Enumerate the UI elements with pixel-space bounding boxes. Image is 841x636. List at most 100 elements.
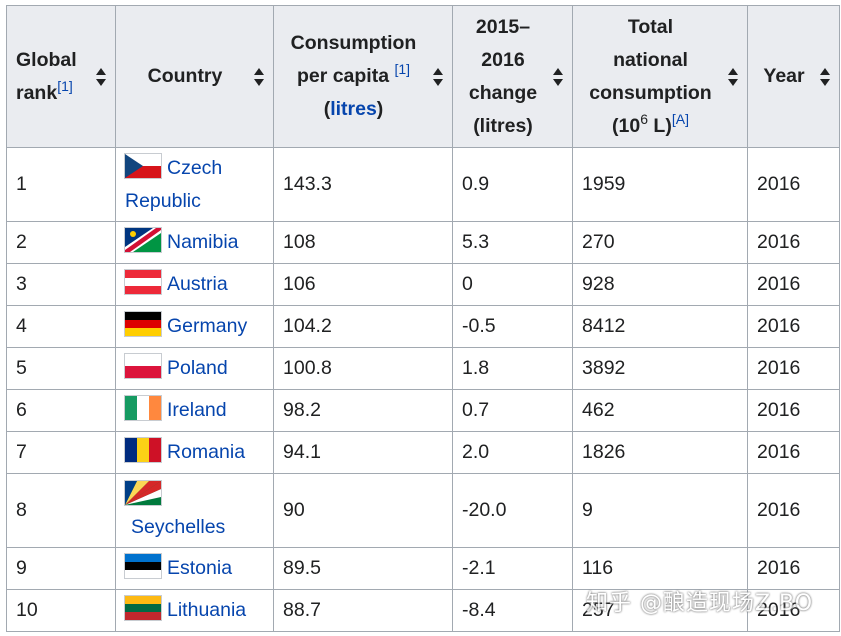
rank-cell: 3: [6, 263, 116, 306]
country-link[interactable]: Germany: [167, 315, 248, 337]
header-row: Global rank[1] Country Consumption per c…: [6, 5, 840, 148]
country-cell: Austria: [115, 263, 274, 306]
rank-cell: 8: [6, 473, 116, 548]
country-link[interactable]: Romania: [167, 441, 246, 463]
country-cell: Czech Republic: [115, 147, 274, 222]
year-cell: 2016: [747, 221, 840, 264]
litres-link[interactable]: litres: [330, 98, 377, 120]
header-country-label: Country: [147, 65, 223, 87]
total-cell: 3892: [572, 347, 748, 390]
total-cell: 270: [572, 221, 748, 264]
total-cell: 116: [572, 547, 748, 590]
country-cell: Lithuania: [115, 589, 274, 632]
header-total-unit-prefix: (10: [612, 114, 641, 137]
country-link[interactable]: Austria: [167, 273, 228, 295]
table-row: 2 Namibia 108 5.3 270 2016: [6, 221, 840, 264]
header-total-unit-suffix: L): [648, 114, 672, 137]
header-change[interactable]: 2015– 2016 change (litres): [452, 5, 573, 148]
rank-cell: 2: [6, 221, 116, 264]
change-cell: 0: [452, 263, 573, 306]
per-capita-cell: 106: [273, 263, 453, 306]
change-cell: -2.1: [452, 547, 573, 590]
year-cell: 2016: [747, 305, 840, 348]
year-cell: 2016: [747, 431, 840, 474]
header-year-label: Year: [763, 65, 805, 87]
rank-cell: 1: [6, 147, 116, 222]
country-link[interactable]: Ireland: [167, 399, 227, 421]
sort-icon[interactable]: [433, 67, 443, 86]
total-cell: 8412: [572, 305, 748, 348]
total-cell: 928: [572, 263, 748, 306]
change-cell: 5.3: [452, 221, 573, 264]
seychelles-flag-icon: [125, 480, 161, 505]
header-consumption-per-capita[interactable]: Consumption per capita [1] (litres): [273, 5, 453, 148]
country-cell: Ireland: [115, 389, 274, 432]
change-cell: -8.4: [452, 589, 573, 632]
per-capita-reference-link[interactable]: [1]: [394, 61, 411, 77]
change-cell: 1.8: [452, 347, 573, 390]
rank-reference-link[interactable]: [1]: [57, 77, 73, 94]
watermark: 知乎 @酿造现场Z.BO: [586, 591, 814, 616]
change-cell: 0.7: [452, 389, 573, 432]
country-cell: Germany: [115, 305, 274, 348]
header-total-line2: national: [613, 48, 688, 71]
per-capita-cell: 90: [273, 473, 453, 548]
country-cell: Estonia: [115, 547, 274, 590]
header-total-exponent: 6: [640, 110, 649, 127]
country-link[interactable]: Lithuania: [167, 599, 247, 621]
table-row: 1 Czech Republic 143.3 0.9 1959 2016: [6, 147, 840, 222]
sort-icon[interactable]: [96, 67, 106, 86]
year-cell: 2016: [747, 473, 840, 548]
per-capita-cell: 100.8: [273, 347, 453, 390]
header-total-line1: Total: [627, 15, 674, 38]
per-capita-cell: 143.3: [273, 147, 453, 222]
change-cell: 2.0: [452, 431, 573, 474]
header-change-line2: 2016: [481, 48, 525, 71]
rank-cell: 5: [6, 347, 116, 390]
header-total-national-consumption[interactable]: Total national consumption (106 L)[A]: [572, 5, 748, 148]
per-capita-cell: 108: [273, 221, 453, 264]
country-cell: Namibia: [115, 221, 274, 264]
header-year[interactable]: Year: [747, 5, 840, 148]
germany-flag-icon: [125, 312, 161, 336]
rank-cell: 7: [6, 431, 116, 474]
header-change-line1: 2015–: [475, 15, 531, 38]
year-cell: 2016: [747, 589, 840, 632]
country-link[interactable]: Czech Republic: [125, 156, 223, 212]
beer-consumption-table: Global rank[1] Country Consumption per c…: [6, 5, 840, 632]
country-cell: Poland: [115, 347, 274, 390]
total-reference-link[interactable]: [A]: [671, 110, 689, 127]
header-rank-line1: Global: [16, 48, 77, 71]
sort-icon[interactable]: [553, 67, 563, 86]
country-link[interactable]: Seychelles: [131, 515, 226, 538]
year-cell: 2016: [747, 263, 840, 306]
country-link[interactable]: Poland: [167, 357, 228, 379]
total-cell: 1959: [572, 147, 748, 222]
sort-icon[interactable]: [254, 67, 264, 86]
rank-cell: 10: [6, 589, 116, 632]
total-cell: 1826: [572, 431, 748, 474]
table-row: 5 Poland 100.8 1.8 3892 2016: [6, 347, 840, 390]
poland-flag-icon: [125, 354, 161, 378]
header-per-capita-line2: per capita: [296, 65, 390, 87]
sort-icon[interactable]: [728, 67, 738, 86]
table-row: 3 Austria 106 0 928 2016: [6, 263, 840, 306]
sort-icon[interactable]: [820, 67, 830, 86]
total-cell: 462: [572, 389, 748, 432]
country-link[interactable]: Namibia: [167, 231, 239, 253]
header-country[interactable]: Country: [115, 5, 274, 148]
total-cell: 9: [572, 473, 748, 548]
table-row: 6 Ireland 98.2 0.7 462 2016: [6, 389, 840, 432]
austria-flag-icon: [125, 270, 161, 294]
header-global-rank[interactable]: Global rank[1]: [6, 5, 116, 148]
change-cell: -20.0: [452, 473, 573, 548]
romania-flag-icon: [125, 438, 161, 462]
change-cell: 0.9: [452, 147, 573, 222]
per-capita-cell: 89.5: [273, 547, 453, 590]
rank-cell: 6: [6, 389, 116, 432]
country-link[interactable]: Estonia: [167, 557, 233, 579]
country-cell: Romania: [115, 431, 274, 474]
header-change-line4: (litres): [473, 114, 533, 137]
year-cell: 2016: [747, 347, 840, 390]
header-change-line3: change: [468, 81, 538, 104]
